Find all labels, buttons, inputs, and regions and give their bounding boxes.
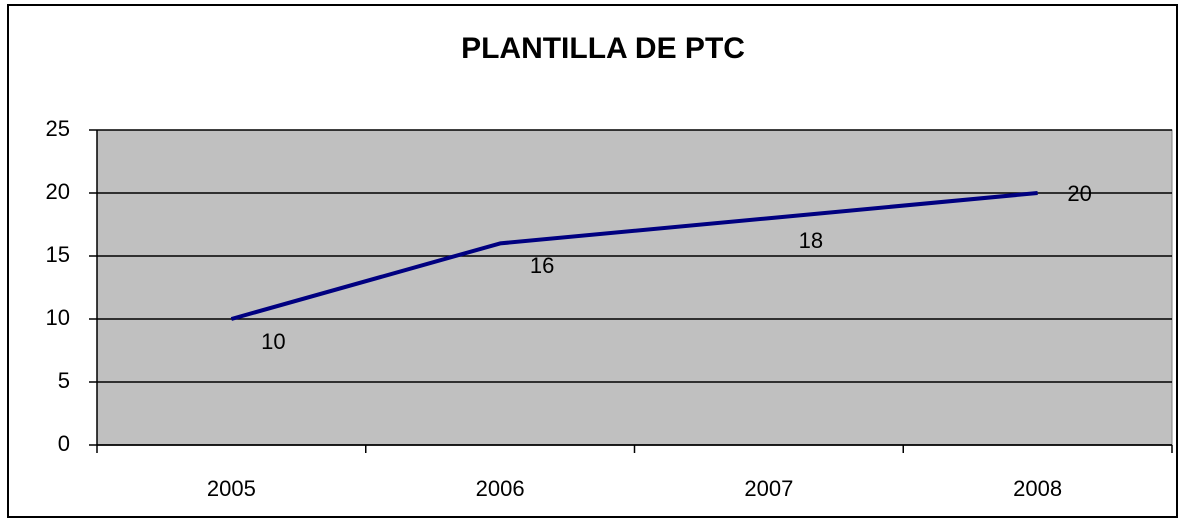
x-tick-label: 2007 [744,476,793,501]
y-tick-label: 10 [46,305,70,330]
data-label: 20 [1067,181,1091,206]
x-tick-label: 2008 [1013,476,1062,501]
y-tick-label: 0 [58,431,70,456]
y-tick-label: 20 [46,179,70,204]
data-line [230,191,1038,321]
chart-title: PLANTILLA DE PTC [461,32,745,65]
data-label: 18 [799,228,823,253]
y-tick-label: 5 [58,368,70,393]
data-label: 16 [530,253,554,278]
data-label: 10 [261,329,285,354]
y-tick-label: 25 [46,116,70,141]
plot-area [96,129,1173,446]
y-tick-label: 15 [46,242,70,267]
x-tick-label: 2005 [207,476,256,501]
x-tick-label: 2006 [476,476,525,501]
